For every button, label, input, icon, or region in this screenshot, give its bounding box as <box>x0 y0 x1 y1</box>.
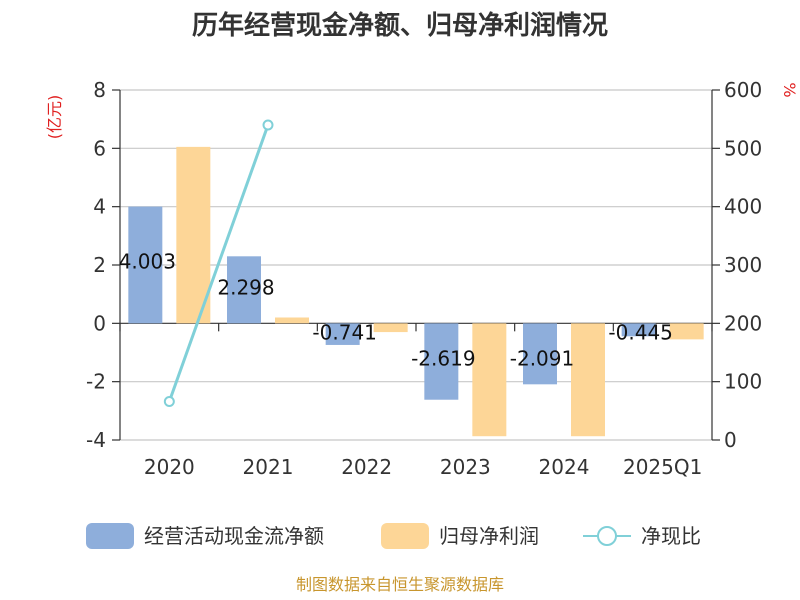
bar-cash-flow <box>523 323 557 385</box>
bar-data-label: -2.091 <box>510 346 574 370</box>
x-tick-label: 2021 <box>243 455 294 479</box>
x-tick-label: 2022 <box>341 455 392 479</box>
bar-labels: 4.003 2.298 -0.741 -2.619 -2.091 -0.445 <box>119 250 673 371</box>
left-axis-tick-label: -4 <box>86 428 106 452</box>
legend-label: 经营活动现金流净额 <box>144 524 324 548</box>
legend: 经营活动现金流净额 归母净利润 净现比 <box>86 523 701 549</box>
left-axis-tick-label: 0 <box>93 311 106 335</box>
x-tick-label: 2023 <box>440 455 491 479</box>
bar-net-profit <box>373 323 408 333</box>
legend-swatch <box>86 523 134 549</box>
right-axis-tick-label: 300 <box>724 253 762 277</box>
chart-title: 历年经营现金净额、归母净利润情况 <box>192 10 608 41</box>
right-axis-tick-label: 500 <box>724 136 762 160</box>
axes: -4 -2 0 2 4 6 8 0 100 200 300 400 500 600 <box>86 78 762 452</box>
left-axis-tick-label: 8 <box>93 78 106 102</box>
right-axis-tick-label: 100 <box>724 370 762 394</box>
bar-cash-flow <box>128 206 163 324</box>
left-axis-tick-label: 4 <box>93 195 106 219</box>
right-axis-tick-label: 0 <box>724 428 737 452</box>
bar-net-profit <box>669 323 704 340</box>
x-tick-label: 2025Q1 <box>623 455 702 479</box>
bars <box>128 146 704 437</box>
bar-net-profit <box>176 146 211 324</box>
bar-net-profit <box>571 323 605 437</box>
bar-data-label: -0.445 <box>608 320 672 344</box>
right-axis-tick-label: 600 <box>724 78 762 102</box>
left-axis-tick-label: 2 <box>93 253 106 277</box>
bar-cash-flow <box>621 323 656 337</box>
ratio-line <box>163 119 274 407</box>
right-axis-tick-label: 200 <box>724 311 762 335</box>
bar-data-label: 2.298 <box>217 275 274 299</box>
bar-data-label: 4.003 <box>119 250 176 274</box>
left-axis-tick-label: 6 <box>93 136 106 160</box>
bar-data-label: -2.619 <box>411 346 475 370</box>
x-tick-labels: 2020 2021 2022 2023 2024 2025Q1 <box>144 455 702 479</box>
ratio-point <box>163 396 175 407</box>
legend-swatch <box>381 523 429 549</box>
legend-label: 归母净利润 <box>439 524 539 548</box>
x-tick-label: 2024 <box>539 455 590 479</box>
bar-cash-flow <box>325 323 360 345</box>
left-axis-unit: (亿元) <box>45 95 64 140</box>
bar-cash-flow <box>227 256 261 324</box>
source-note: 制图数据来自恒生聚源数据库 <box>296 575 504 594</box>
legend-label: 净现比 <box>641 524 701 548</box>
ratio-point <box>262 119 274 131</box>
bar-net-profit <box>275 317 309 324</box>
bar-net-profit <box>472 323 507 437</box>
bar-cash-flow <box>424 323 459 400</box>
x-tick-label: 2020 <box>144 455 195 479</box>
ratio-series-line <box>167 124 270 403</box>
right-axis-tick-label: 400 <box>724 195 762 219</box>
right-axis-unit: % <box>780 82 799 97</box>
left-axis-tick-label: -2 <box>86 370 106 394</box>
legend-line-marker <box>597 526 617 546</box>
bar-data-label: -0.741 <box>312 320 376 344</box>
